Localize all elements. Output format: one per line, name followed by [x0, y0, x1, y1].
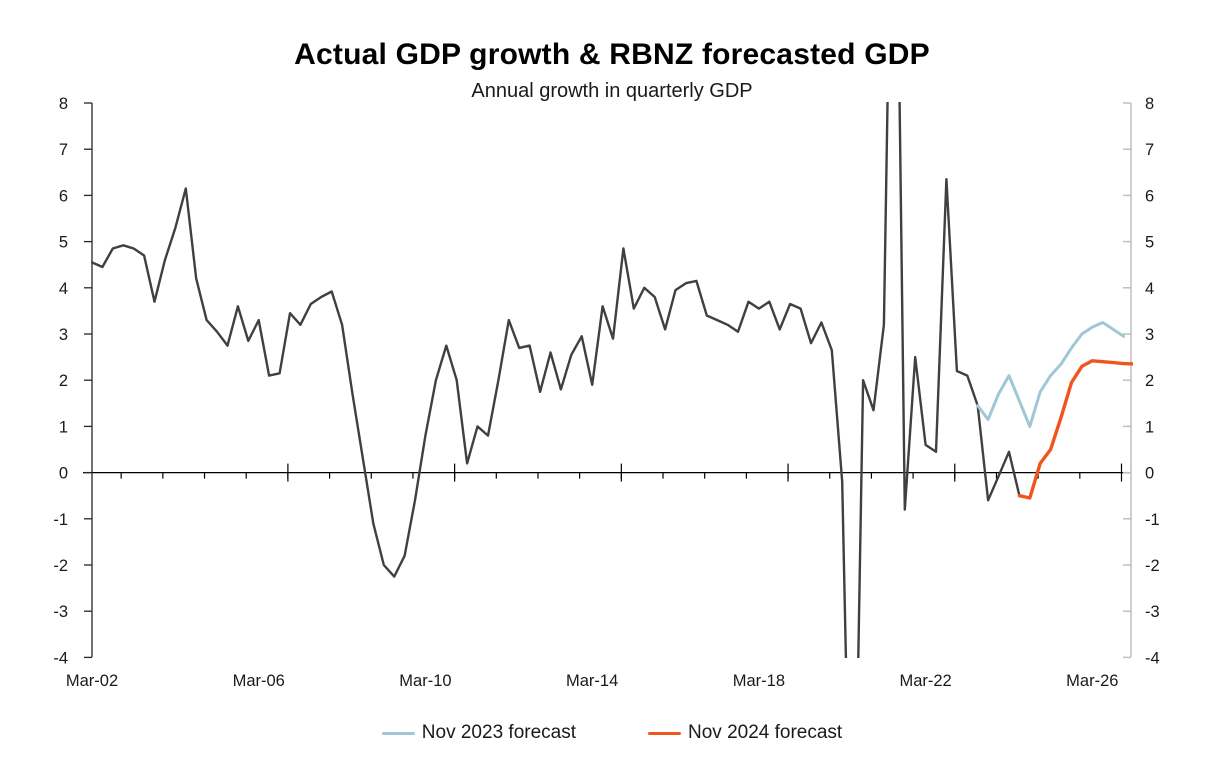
legend-item-nov-2023-forecast: Nov 2023 forecast — [381, 722, 576, 744]
x-axis-label: Mar-10 — [399, 672, 451, 690]
left-axis-label: -1 — [53, 511, 68, 529]
legend-item-nov-2024-forecast: Nov 2024 forecast — [648, 722, 842, 744]
left-axis-label: 4 — [59, 280, 68, 298]
right-axis-label: 7 — [1145, 141, 1154, 159]
right-axis-label: 0 — [1145, 465, 1154, 483]
left-axis-label: 1 — [59, 418, 68, 436]
right-axis-label: -4 — [1145, 649, 1160, 667]
right-axis-label: 3 — [1145, 326, 1154, 344]
x-axis-label: Mar-14 — [566, 672, 618, 690]
left-axis-label: 8 — [59, 95, 68, 113]
right-axis-label: 5 — [1145, 234, 1154, 252]
nov-2024-line-swatch-icon — [648, 731, 681, 735]
series-line-nov-2024-forecast — [1017, 359, 1133, 500]
x-axis-label: Mar-06 — [233, 672, 285, 690]
x-axis-label: Mar-18 — [733, 672, 785, 690]
left-axis-label: 3 — [59, 326, 68, 344]
series-line-actual-gdp-growth — [91, 102, 1021, 658]
x-axis-label: Mar-26 — [1066, 672, 1118, 690]
right-axis-label: -3 — [1145, 603, 1160, 621]
right-axis-label: 2 — [1145, 372, 1154, 390]
left-axis-label: 6 — [59, 187, 68, 205]
left-axis-label: -4 — [53, 649, 68, 667]
x-axis-label: Mar-02 — [66, 672, 118, 690]
right-axis-label: 8 — [1145, 95, 1154, 113]
left-axis-label: 0 — [59, 465, 68, 483]
x-axis-label: Mar-22 — [899, 672, 951, 690]
chart-subtitle: Annual growth in quarterly GDP — [471, 80, 753, 102]
left-axis-label: 2 — [59, 372, 68, 390]
legend-label: Nov 2023 forecast — [421, 722, 576, 743]
right-axis-label: 1 — [1145, 418, 1154, 436]
nov-2023-line-swatch-icon — [381, 731, 415, 735]
chart-title: Actual GDP growth & RBNZ forecasted GDP — [294, 38, 930, 71]
right-axis-label: 4 — [1145, 280, 1154, 298]
left-axis-label: -2 — [53, 557, 68, 575]
left-axis-label: 5 — [59, 234, 68, 252]
legend-label: Nov 2024 forecast — [688, 722, 843, 743]
chart-legend: Nov 2023 forecast Nov 2024 forecast — [0, 722, 1224, 744]
right-axis-label: -2 — [1145, 557, 1160, 575]
right-axis-label: 6 — [1145, 187, 1154, 205]
right-axis-label: -1 — [1145, 511, 1160, 529]
left-axis-label: -3 — [53, 603, 68, 621]
left-axis-label: 7 — [59, 141, 68, 159]
series-line-nov-2023-forecast — [976, 321, 1126, 428]
